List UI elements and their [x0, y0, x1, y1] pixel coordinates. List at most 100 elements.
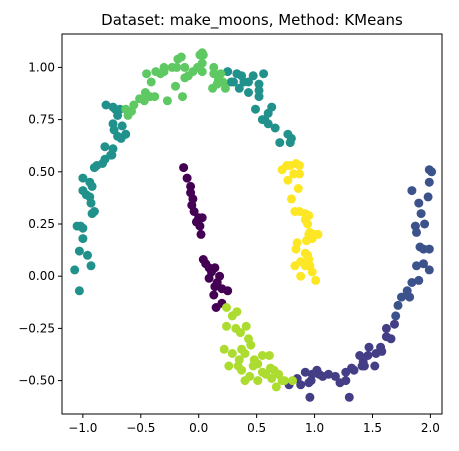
data-point-cluster-0: [189, 207, 199, 216]
data-point-cluster-6: [277, 165, 287, 175]
y-tick-label: 0.50: [28, 165, 55, 179]
data-point-cluster-3: [87, 181, 97, 191]
y-tick-label: 0.25: [28, 217, 55, 231]
data-point-cluster-1: [424, 265, 434, 275]
data-point-cluster-3: [74, 286, 84, 296]
data-point-cluster-1: [420, 219, 430, 229]
data-point-cluster-5: [267, 374, 277, 383]
data-point-cluster-6: [295, 161, 304, 170]
x-tick-label: 0.5: [247, 421, 266, 435]
data-point-cluster-3: [251, 104, 260, 114]
data-point-cluster-4: [127, 106, 136, 116]
x-tick-label: −1.0: [68, 421, 97, 435]
data-point-cluster-6: [290, 261, 300, 271]
data-point-cluster-3: [254, 79, 264, 89]
data-point-cluster-3: [86, 198, 96, 208]
data-point-cluster-4: [142, 69, 152, 79]
data-point-cluster-6: [283, 175, 293, 185]
data-point-cluster-5: [264, 351, 274, 360]
data-point-cluster-0: [182, 173, 192, 183]
data-point-cluster-6: [293, 184, 303, 193]
data-point-cluster-6: [302, 236, 311, 246]
x-tick-label: −0.5: [126, 421, 155, 435]
data-point-cluster-5: [288, 376, 297, 386]
data-point-cluster-3: [270, 123, 280, 133]
data-point-cluster-5: [246, 340, 256, 350]
data-point-cluster-5: [257, 351, 267, 360]
data-point-cluster-5: [279, 376, 289, 386]
data-point-cluster-1: [424, 244, 434, 254]
data-point-cluster-3: [254, 85, 264, 95]
data-point-cluster-5: [222, 321, 231, 331]
data-point-cluster-3: [87, 209, 97, 219]
data-point-cluster-1: [414, 275, 424, 285]
data-point-cluster-5: [248, 361, 258, 371]
data-point-cluster-2: [344, 392, 354, 402]
data-point-cluster-3: [275, 138, 285, 148]
data-point-cluster-0: [179, 163, 189, 173]
data-point-cluster-4: [197, 48, 207, 58]
data-point-cluster-2: [370, 361, 380, 371]
data-point-cluster-0: [195, 221, 205, 231]
data-point-cluster-3: [283, 129, 293, 139]
data-point-cluster-0: [223, 286, 233, 296]
data-point-cluster-4: [162, 96, 172, 106]
data-point-cluster-3: [86, 261, 96, 271]
data-point-cluster-5: [271, 382, 281, 392]
data-point-cluster-4: [180, 62, 190, 72]
data-point-cluster-4: [209, 62, 219, 72]
data-point-cluster-2: [390, 319, 399, 329]
data-point-cluster-3: [101, 100, 111, 110]
data-point-cluster-1: [393, 300, 403, 310]
data-point-cluster-6: [313, 229, 323, 239]
data-point-cluster-1: [427, 167, 437, 177]
data-point-cluster-3: [74, 246, 84, 256]
y-tick-label: −0.50: [18, 374, 55, 388]
data-point-cluster-4: [172, 62, 182, 72]
data-point-cluster-2: [349, 365, 359, 375]
data-point-cluster-6: [303, 219, 313, 229]
data-point-cluster-5: [219, 344, 229, 354]
data-point-cluster-4: [178, 92, 187, 102]
data-point-cluster-3: [106, 150, 116, 160]
data-point-cluster-4: [197, 67, 207, 77]
data-point-cluster-0: [196, 229, 206, 239]
data-point-cluster-2: [363, 351, 373, 360]
data-point-cluster-2: [381, 323, 391, 333]
data-point-cluster-3: [254, 92, 264, 102]
data-point-cluster-3: [89, 163, 99, 173]
data-point-cluster-6: [307, 267, 317, 277]
data-point-cluster-6: [286, 194, 296, 204]
data-point-cluster-4: [146, 77, 156, 87]
data-point-cluster-4: [159, 62, 169, 72]
data-point-cluster-4: [208, 83, 218, 93]
data-point-cluster-3: [259, 69, 269, 79]
data-point-cluster-3: [223, 67, 233, 77]
data-point-cluster-1: [412, 261, 421, 271]
data-point-cluster-0: [210, 282, 220, 292]
data-point-cluster-3: [113, 131, 123, 141]
data-point-cluster-2: [304, 378, 314, 388]
data-point-cluster-1: [407, 278, 417, 287]
x-tick-label: 1.0: [305, 421, 324, 435]
data-point-cluster-1: [397, 292, 406, 302]
data-point-cluster-5: [245, 371, 255, 381]
data-point-cluster-2: [330, 371, 340, 381]
data-point-cluster-1: [424, 177, 434, 187]
data-point-cluster-6: [304, 211, 314, 221]
data-point-cluster-5: [241, 321, 251, 331]
data-point-cluster-1: [407, 186, 417, 196]
y-tick-label: 0.75: [28, 113, 55, 127]
data-point-cluster-5: [253, 376, 263, 386]
data-point-cluster-3: [234, 83, 244, 93]
data-point-cluster-6: [311, 275, 321, 285]
data-point-cluster-1: [405, 292, 415, 302]
data-point-cluster-5: [224, 361, 234, 371]
data-point-cluster-3: [244, 88, 253, 97]
y-tick-label: 0.00: [28, 269, 55, 283]
data-point-cluster-3: [267, 102, 277, 112]
x-tick-label: 0.0: [189, 421, 208, 435]
points-layer: [70, 48, 437, 402]
data-point-cluster-1: [423, 192, 433, 202]
data-point-cluster-3: [237, 71, 247, 81]
